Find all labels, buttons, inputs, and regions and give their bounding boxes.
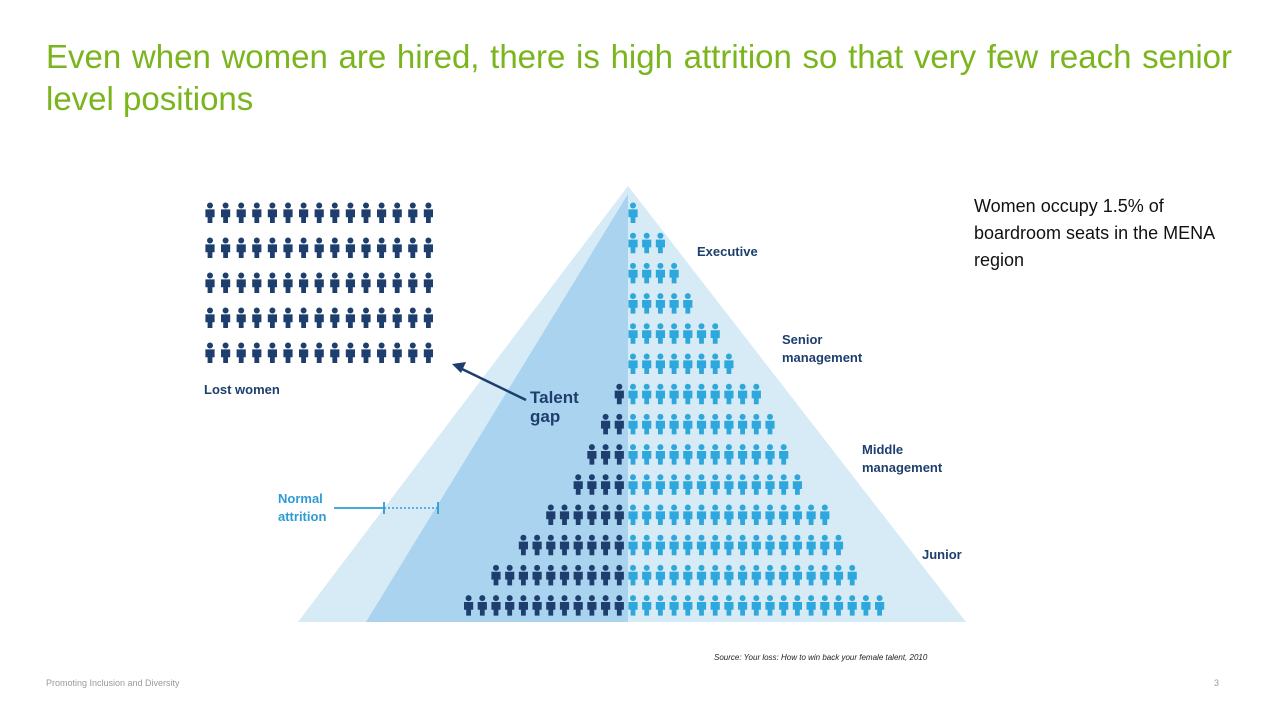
lost-woman-figure: [252, 307, 262, 328]
lost-woman-figure: [345, 202, 355, 223]
lost-women-label: Lost women: [204, 382, 280, 397]
lost-woman-figure: [345, 272, 355, 293]
lost-woman-figure: [314, 342, 324, 363]
lost-woman-figure: [361, 342, 371, 363]
lost-woman-figure: [221, 342, 231, 363]
lost-woman-figure: [377, 272, 387, 293]
lost-woman-figure: [314, 272, 324, 293]
lost-woman-figure: [330, 202, 340, 223]
lost-woman-figure: [361, 237, 371, 258]
lost-woman-figure: [361, 307, 371, 328]
lost-woman-figure: [236, 272, 246, 293]
lost-woman-figure: [314, 202, 324, 223]
lost-woman-figure: [314, 307, 324, 328]
lost-woman-figure: [423, 272, 433, 293]
lost-woman-figure: [423, 307, 433, 328]
lost-woman-figure: [267, 307, 277, 328]
lost-woman-figure: [330, 272, 340, 293]
lost-woman-figure: [377, 202, 387, 223]
lost-woman-figure: [283, 307, 293, 328]
lost-woman-figure: [392, 307, 402, 328]
lost-woman-figure: [392, 202, 402, 223]
lost-woman-figure: [423, 342, 433, 363]
lost-woman-figure: [267, 237, 277, 258]
lost-woman-figure: [392, 342, 402, 363]
talent-gap-arrow: [461, 367, 527, 402]
level-label-middle-line2: management: [862, 460, 943, 475]
level-label-executive: Executive: [697, 244, 758, 259]
lost-woman-figure: [408, 202, 418, 223]
lost-woman-figure: [330, 237, 340, 258]
lost-woman-figure: [345, 342, 355, 363]
lost-woman-figure: [221, 272, 231, 293]
source-citation: Source: Your loss: How to win back your …: [714, 653, 928, 662]
lost-woman-figure: [299, 307, 309, 328]
lost-woman-figure: [252, 237, 262, 258]
lost-woman-figure: [377, 237, 387, 258]
lost-woman-figure: [314, 237, 324, 258]
lost-woman-figure: [408, 237, 418, 258]
lost-woman-figure: [221, 307, 231, 328]
lost-woman-figure: [205, 272, 215, 293]
normal-attrition-label-line2: attrition: [278, 509, 326, 524]
boardroom-callout: Women occupy 1.5% of boardroom seats in …: [974, 196, 1215, 270]
lost-woman-figure: [408, 272, 418, 293]
lost-woman-figure: [377, 307, 387, 328]
lost-woman-figure: [252, 202, 262, 223]
lost-woman-figure: [361, 202, 371, 223]
lost-woman-figure: [299, 342, 309, 363]
lost-woman-figure: [330, 307, 340, 328]
lost-woman-figure: [236, 307, 246, 328]
lost-woman-figure: [283, 237, 293, 258]
lost-woman-figure: [423, 237, 433, 258]
slide-title: Even when women are hired, there is high…: [46, 38, 1232, 117]
page-number: 3: [1214, 678, 1220, 688]
lost-woman-figure: [267, 272, 277, 293]
level-label-senior-line1: Senior: [782, 332, 822, 347]
lost-woman-figure: [345, 237, 355, 258]
lost-woman-figure: [361, 272, 371, 293]
level-label-junior: Junior: [922, 547, 962, 562]
lost-woman-figure: [299, 202, 309, 223]
level-label-senior-line2: management: [782, 350, 863, 365]
level-label-middle-line1: Middle: [862, 442, 903, 457]
talent-gap-label-line1: Talent: [530, 388, 579, 407]
lost-woman-figure: [423, 202, 433, 223]
normal-attrition-label-line1: Normal: [278, 491, 323, 506]
lost-woman-figure: [252, 272, 262, 293]
lost-woman-figure: [236, 342, 246, 363]
lost-woman-figure: [299, 272, 309, 293]
lost-woman-figure: [283, 272, 293, 293]
talent-gap-arrowhead: [452, 362, 466, 373]
lost-woman-figure: [408, 307, 418, 328]
lost-woman-figure: [205, 342, 215, 363]
lost-woman-figure: [221, 237, 231, 258]
lost-woman-figure: [205, 237, 215, 258]
lost-woman-figure: [236, 237, 246, 258]
lost-woman-figure: [377, 342, 387, 363]
lost-woman-figure: [392, 272, 402, 293]
lost-woman-figure: [205, 307, 215, 328]
lost-woman-figure: [408, 342, 418, 363]
lost-woman-figure: [267, 342, 277, 363]
lost-woman-figure: [299, 237, 309, 258]
lost-woman-figure: [345, 307, 355, 328]
talent-gap-label-line2: gap: [530, 407, 560, 426]
lost-woman-figure: [392, 237, 402, 258]
lost-woman-figure: [252, 342, 262, 363]
lost-woman-figure: [267, 202, 277, 223]
lost-woman-figure: [330, 342, 340, 363]
lost-women-grid: [205, 202, 433, 363]
lost-woman-figure: [283, 342, 293, 363]
lost-woman-figure: [236, 202, 246, 223]
lost-woman-figure: [205, 202, 215, 223]
lost-woman-figure: [283, 202, 293, 223]
lost-woman-figure: [221, 202, 231, 223]
footer-label: Promoting Inclusion and Diversity: [46, 678, 180, 688]
